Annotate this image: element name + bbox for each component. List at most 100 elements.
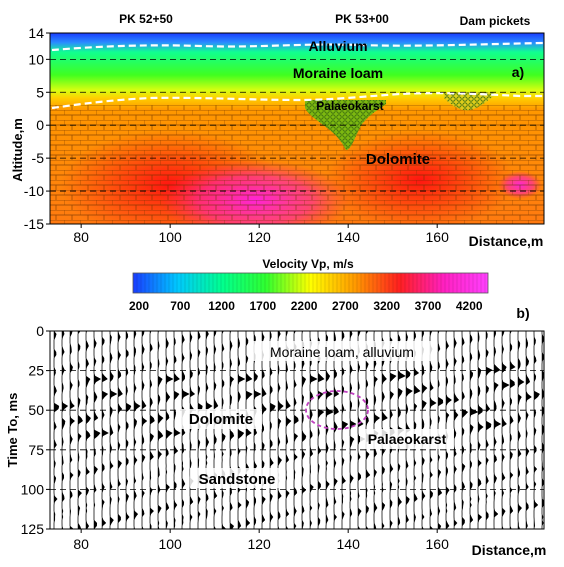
- seismic-trace: [485, 331, 493, 529]
- label-moraine-loam: Moraine loam: [293, 65, 383, 81]
- y-tick-label-time: 125: [21, 521, 45, 537]
- x-tick-label-distance-b: 160: [426, 536, 450, 552]
- x-tick-label-distance-b: 80: [73, 536, 89, 552]
- colorbar-frame: [132, 272, 489, 294]
- x-tick-label-distance-a: 100: [158, 229, 182, 245]
- panel-b-background: [50, 331, 544, 529]
- seismic-trace: [117, 331, 123, 529]
- seismic-trace: [501, 331, 510, 529]
- y-tick-label-time: 50: [28, 402, 44, 418]
- label-palaeokarst-b: Palaeokarst: [368, 431, 447, 447]
- seismic-trace: [525, 331, 532, 529]
- seismic-trace: [149, 331, 155, 529]
- x-tick-label-distance-b: 140: [337, 536, 361, 552]
- x-tick-label-distance-b: 120: [247, 536, 271, 552]
- moraine-dolomite-boundary: [51, 92, 544, 110]
- seismic-trace: [309, 331, 318, 529]
- x-tick-label-distance-a: 140: [337, 229, 361, 245]
- label-palaeokarst-a: Palaeokarst: [316, 99, 383, 113]
- seismic-trace: [101, 331, 109, 529]
- panel-b-frame: [49, 330, 545, 530]
- seismic-trace: [133, 331, 141, 529]
- y-tick-label-altitude: -15: [24, 216, 44, 232]
- panel-a-ticks: 14 10 5 0 -5 -10 -15 80 100 120 140 160: [24, 25, 449, 245]
- seismic-trace: [229, 331, 236, 529]
- seismic-trace: [517, 331, 525, 529]
- seismic-trace: [341, 331, 349, 529]
- seismic-trace: [317, 331, 325, 529]
- top-label-pk5250: PK 52+50: [119, 12, 173, 26]
- seismic-trace: [53, 331, 60, 529]
- x-tick-label-distance-a: 80: [73, 229, 89, 245]
- colorbar-tick-label: 2200: [291, 299, 318, 313]
- y-tick-label-altitude: 0: [36, 117, 44, 133]
- colorbar-tick-label: 700: [170, 299, 190, 313]
- colorbar-title: Velocity Vp, m/s: [262, 257, 354, 271]
- panel-b-label: b): [516, 305, 529, 321]
- seismic-trace: [245, 331, 253, 529]
- y-tick-label-time: 25: [28, 363, 44, 379]
- label-bg-sandstone: [190, 468, 284, 488]
- colorbar-tick-label: 1700: [249, 299, 276, 313]
- colorbar-tick-label: 3700: [415, 299, 442, 313]
- y-tick-label-altitude: -5: [32, 150, 45, 166]
- colorbar-ticks: 200 700 1200 1700 2200 2700 3200 3700 4200: [129, 299, 483, 313]
- colorbar-tick-label: 3200: [373, 299, 400, 313]
- seismic-trace: [125, 331, 132, 529]
- palaeokarst-outline: [305, 390, 369, 430]
- y-tick-label-altitude: 5: [36, 84, 44, 100]
- x-axis-title-distance-a: Distance,m: [469, 233, 544, 249]
- seismic-trace: [461, 331, 469, 529]
- label-bg-dolomite: [180, 409, 262, 429]
- label-dolomite-a: Dolomite: [366, 151, 430, 168]
- colorbar: [133, 273, 488, 293]
- label-dolomite-b: Dolomite: [189, 411, 253, 428]
- seismic-traces: [53, 331, 544, 529]
- seismic-trace: [333, 331, 340, 529]
- seismic-trace: [93, 331, 102, 529]
- label-sandstone: Sandstone: [199, 471, 276, 488]
- label-moraine-alluvium: Moraine loam, alluvium: [270, 344, 414, 360]
- seismic-trace: [469, 331, 479, 529]
- alluvium-boundary: [51, 41, 544, 52]
- seismic-trace: [85, 331, 92, 529]
- seismic-trace: [349, 331, 357, 529]
- dolomite-hatching: [50, 105, 544, 224]
- seismic-trace: [301, 331, 307, 529]
- panel-b-grid: [50, 370, 544, 490]
- colorbar-tick-label: 1200: [208, 299, 235, 313]
- seismic-trace: [237, 331, 246, 529]
- x-tick-label-distance-b: 100: [158, 536, 182, 552]
- seismic-trace: [157, 331, 164, 529]
- label-bg-palaeokarst: [360, 429, 454, 449]
- y-axis-title-time: Time To, ms: [5, 393, 20, 468]
- colorbar-tick-label: 2700: [332, 299, 359, 313]
- x-tick-label-distance-a: 120: [247, 229, 271, 245]
- seismic-trace: [181, 331, 190, 529]
- label-bg-moraine: [250, 341, 435, 361]
- seismic-trace: [173, 331, 181, 529]
- seismic-trace: [109, 331, 118, 529]
- seismic-trace: [141, 331, 148, 529]
- y-tick-label-time: 0: [36, 323, 44, 339]
- seismic-trace: [541, 331, 544, 529]
- seismic-trace: [69, 331, 76, 529]
- colorbar-tick-label: 4200: [456, 299, 483, 313]
- seismic-trace: [533, 331, 540, 529]
- y-tick-label-altitude: -10: [24, 183, 44, 199]
- y-tick-label-altitude: 14: [28, 25, 44, 41]
- y-tick-label-time: 75: [28, 442, 44, 458]
- colorbar-stripes: [136, 273, 486, 293]
- colorbar-tick-label: 200: [129, 299, 149, 313]
- panel-a-label: a): [512, 64, 524, 80]
- seismic-trace: [493, 331, 502, 529]
- seismic-trace: [325, 331, 335, 529]
- seismic-trace: [77, 331, 84, 529]
- label-alluvium: Alluvium: [308, 38, 367, 54]
- seismic-trace: [253, 331, 262, 529]
- top-label-pk5300: PK 53+00: [335, 12, 389, 26]
- panel-b-ticks: 0 25 50 75 100 125 80 100 120 140 160: [21, 323, 449, 552]
- seismic-trace: [221, 331, 228, 529]
- top-label-dam-pickets: Dam pickets: [460, 14, 531, 28]
